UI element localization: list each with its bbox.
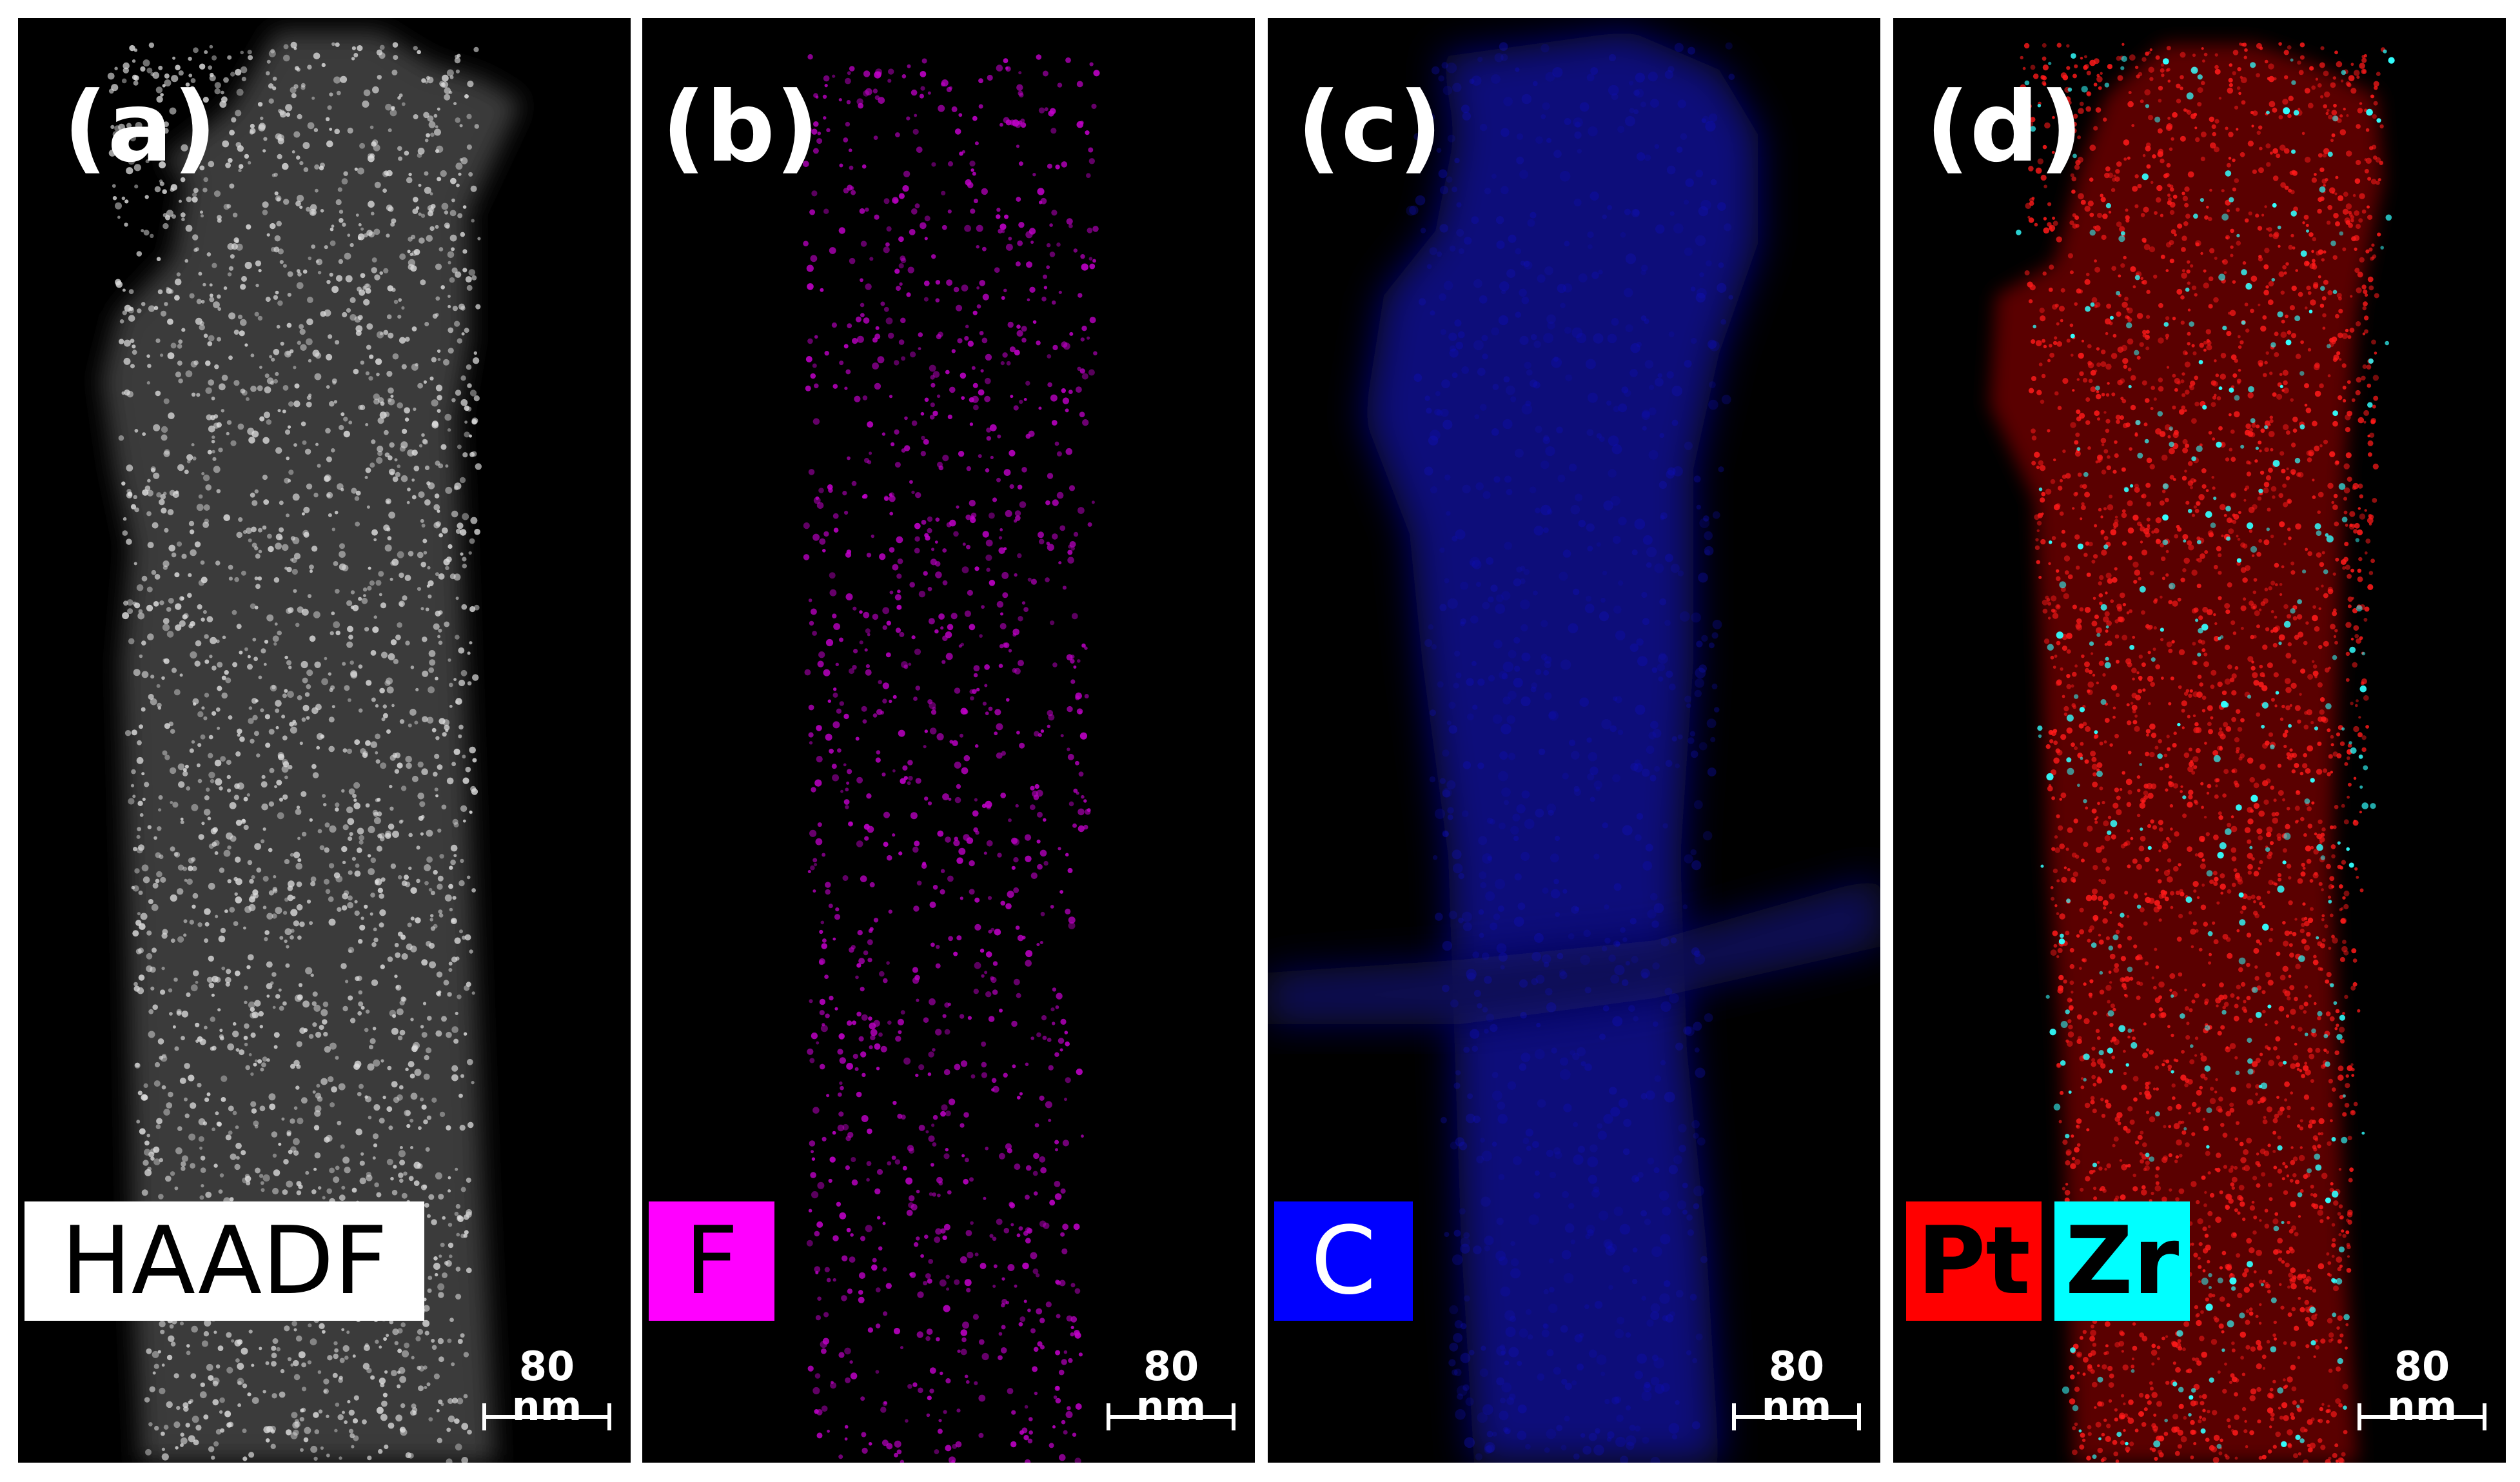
- channel-label-pt: Pt: [1906, 1201, 2042, 1321]
- panel-label: (b): [662, 72, 820, 184]
- panel-a-haadf: (a) HAADF 80 nm: [18, 18, 631, 1463]
- scale-bar: 80 nm: [1107, 1347, 1235, 1430]
- panel-label: (c): [1297, 72, 1443, 184]
- channel-label-f: F: [649, 1201, 774, 1321]
- scale-bar-label: 80 nm: [1761, 1343, 1832, 1430]
- scale-bar-label: 80 nm: [511, 1343, 582, 1430]
- scale-bar: 80 nm: [1732, 1347, 1861, 1430]
- scale-bar-label: 80 nm: [1136, 1343, 1206, 1430]
- carbon-map: [1268, 31, 1880, 1463]
- panel-b-fluorine: (b) F 80 nm: [642, 18, 1255, 1463]
- haadf-image: [102, 31, 521, 1463]
- pt-zr-map: [1990, 42, 2395, 1463]
- panel-c-carbon: (c) C 80 nm: [1268, 18, 1880, 1463]
- fluorine-map: [802, 54, 1100, 1463]
- channel-label-c: C: [1274, 1201, 1413, 1321]
- scale-bar-label: 80 nm: [2387, 1343, 2457, 1430]
- scale-bar: 80 nm: [482, 1347, 611, 1430]
- channel-label-haadf: HAADF: [25, 1201, 424, 1321]
- scale-bar: 80 nm: [2358, 1347, 2486, 1430]
- panel-d-pt-zr: (d) Pt Zr 80 nm: [1893, 18, 2506, 1463]
- channel-label-zr: Zr: [2054, 1201, 2190, 1321]
- panel-label: (a): [63, 72, 217, 184]
- panel-label: (d): [1925, 72, 2083, 184]
